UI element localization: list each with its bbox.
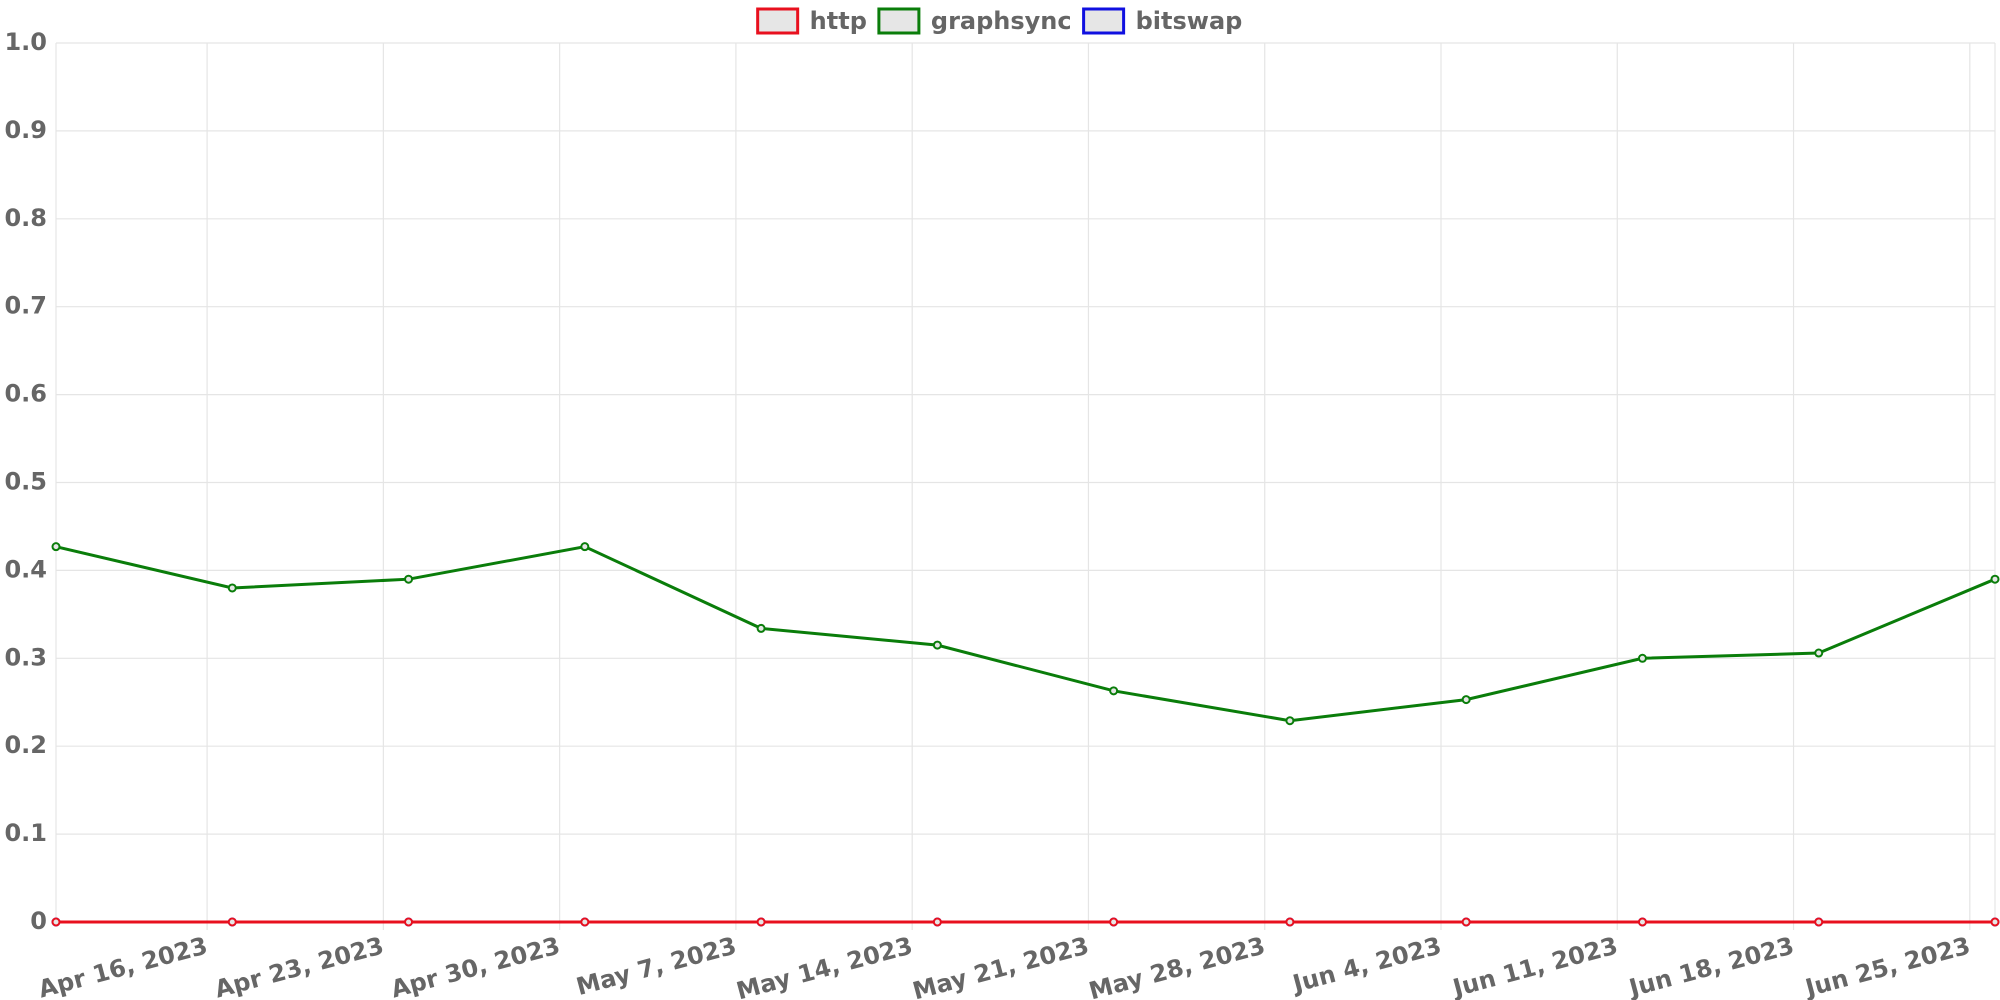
data-point [932, 640, 942, 650]
y-tick-label: 0.6 [4, 380, 47, 408]
data-point [580, 917, 590, 927]
y-tick-label: 1.0 [4, 28, 47, 56]
data-point [1461, 917, 1471, 927]
y-tick-label: 0 [30, 907, 47, 935]
data-point [227, 583, 237, 593]
data-point [1109, 686, 1119, 696]
x-tick-label: Jun 11, 2023 [1448, 932, 1621, 1000]
data-point [227, 917, 237, 927]
legend-swatch [877, 7, 921, 35]
data-point [404, 917, 414, 927]
x-tick-label: Apr 30, 2023 [388, 932, 563, 1000]
data-point [1461, 695, 1471, 705]
x-tick-label: May 7, 2023 [573, 932, 739, 1000]
legend-label: graphsync [931, 7, 1072, 35]
x-tick-label: Jun 4, 2023 [1288, 932, 1444, 999]
y-tick-label: 0.7 [4, 292, 47, 320]
data-point [1637, 917, 1647, 927]
data-point [1285, 917, 1295, 927]
legend-swatch [756, 7, 800, 35]
legend: http graphsync bitswap [756, 7, 1243, 35]
legend-label: bitswap [1136, 7, 1243, 35]
data-point [1990, 574, 2000, 584]
data-point [51, 917, 61, 927]
legend-swatch [1082, 7, 1126, 35]
x-tick-label: Jun 18, 2023 [1624, 932, 1797, 1000]
data-point [404, 574, 414, 584]
data-point [51, 542, 61, 552]
x-tick-label: Apr 16, 2023 [35, 932, 210, 1000]
data-point [580, 542, 590, 552]
y-tick-label: 0.2 [4, 731, 47, 759]
x-tick-label: May 21, 2023 [910, 932, 1092, 1000]
data-point [1109, 917, 1119, 927]
y-tick-label: 0.5 [4, 468, 47, 496]
x-tick-label: May 14, 2023 [733, 932, 915, 1000]
data-point [1814, 648, 1824, 658]
y-tick-label: 0.9 [4, 116, 47, 144]
data-point [756, 917, 766, 927]
series-line [55, 545, 1996, 723]
data-point [932, 917, 942, 927]
data-point [1285, 716, 1295, 726]
data-point [1814, 917, 1824, 927]
data-point [756, 623, 766, 633]
y-tick-label: 0.1 [4, 819, 47, 847]
y-tick-label: 0.8 [4, 204, 47, 232]
y-tick-label: 0.3 [4, 643, 47, 671]
x-tick-label: Apr 23, 2023 [212, 932, 387, 1000]
data-point [1990, 917, 2000, 927]
x-tick-label: Jun 25, 2023 [1801, 932, 1974, 1000]
data-point [1637, 653, 1647, 663]
x-tick-label: May 28, 2023 [1086, 932, 1268, 1000]
legend-label: http [810, 7, 867, 35]
y-tick-label: 0.4 [4, 555, 47, 583]
